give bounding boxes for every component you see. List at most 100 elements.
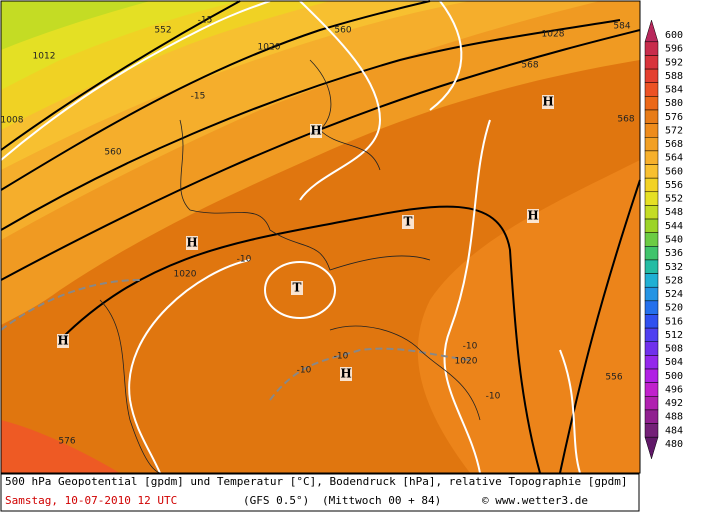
region-580 xyxy=(1,420,120,473)
contour-label: 1020 xyxy=(174,270,197,280)
legend-label: 580 xyxy=(665,98,683,109)
legend-label: 480 xyxy=(665,439,683,450)
contour-label: 560 xyxy=(334,26,351,36)
contour-label: 1008 xyxy=(1,116,24,126)
region-548 xyxy=(1,1,150,50)
legend-swatch xyxy=(644,341,659,356)
legend-label: 504 xyxy=(665,357,683,368)
legend-swatch xyxy=(644,396,659,411)
legend-swatch xyxy=(644,232,659,247)
map-labels: -15 552 1012 1020 560 1028 584 -15 568 H H 1008 560 5… xyxy=(1,16,635,447)
contour-label: 576 xyxy=(58,437,75,447)
legend-label: 592 xyxy=(665,57,683,68)
legend-label: 600 xyxy=(665,30,683,41)
label-box xyxy=(402,215,414,229)
legend-label: 496 xyxy=(665,384,683,395)
pressure-center: H xyxy=(57,334,68,348)
legend-label: 492 xyxy=(665,398,683,409)
legend-label: 588 xyxy=(665,71,683,82)
contour-label: 560 xyxy=(104,148,121,158)
label-box xyxy=(340,367,352,381)
legend-label: 484 xyxy=(665,425,683,436)
legend-label: 560 xyxy=(665,166,683,177)
legend-label: 528 xyxy=(665,275,683,286)
legend-swatch xyxy=(644,68,659,83)
legend-label: 568 xyxy=(665,139,683,150)
pressure-center: T xyxy=(404,215,413,229)
label-box xyxy=(542,95,554,109)
legend-label: 536 xyxy=(665,248,683,259)
pressure-center: H xyxy=(542,95,553,109)
legend-swatch xyxy=(644,191,659,206)
map xyxy=(0,0,641,474)
contour-label: -10 xyxy=(237,255,252,265)
pressure-center: H xyxy=(186,236,197,250)
temperature-lines xyxy=(0,279,471,401)
footer-title: 500 hPa Geopotential [gpdm] und Temperat… xyxy=(5,475,628,488)
footer-date: Samstag, 10-07-2010 12 UTC xyxy=(5,494,177,507)
legend-swatch xyxy=(644,286,659,302)
contour-label: 552 xyxy=(154,26,171,36)
legend-label: 516 xyxy=(665,316,683,327)
legend-swatch xyxy=(644,423,659,438)
pressure-center: H xyxy=(527,209,538,223)
contour-label: 556 xyxy=(605,373,622,383)
legend-label: 520 xyxy=(665,303,683,314)
pressure-center: H xyxy=(340,367,351,381)
pressure-center: T xyxy=(293,281,302,295)
legend-swatch xyxy=(644,123,659,138)
legend-label: 584 xyxy=(665,85,683,96)
label-box xyxy=(527,209,539,223)
label-box xyxy=(57,334,69,348)
legend-label: 544 xyxy=(665,221,683,232)
legend-swatch xyxy=(644,109,659,124)
footer-run: (Mittwoch 00 + 84) xyxy=(322,494,441,507)
legend-label: 552 xyxy=(665,194,683,205)
contour-label: 1020 xyxy=(455,357,478,367)
region-572 xyxy=(1,1,640,473)
contour-label: -15 xyxy=(191,92,206,102)
legend-label: 500 xyxy=(665,371,683,382)
legend-swatch xyxy=(644,273,659,288)
legend-label: 556 xyxy=(665,180,683,191)
legend-swatch xyxy=(644,177,659,193)
contour-label: 584 xyxy=(613,22,630,32)
legend-swatch xyxy=(644,259,659,274)
legend-label: 524 xyxy=(665,289,683,300)
legend-swatch xyxy=(644,409,659,424)
isotherms xyxy=(0,0,581,474)
contour-label: -10 xyxy=(297,366,312,376)
legend-label: 576 xyxy=(665,112,683,123)
pressure-center: H xyxy=(310,124,321,138)
legend-swatch xyxy=(644,137,659,152)
legend-swatch xyxy=(644,300,659,315)
contour-label: 1012 xyxy=(33,52,56,62)
contour-label: -10 xyxy=(334,352,349,362)
label-box xyxy=(291,281,303,295)
legend-swatch xyxy=(644,355,659,370)
legend-label: 572 xyxy=(665,125,683,136)
legend-swatch xyxy=(644,150,659,165)
contour-label: -10 xyxy=(463,342,478,352)
legend-swatch xyxy=(644,96,659,111)
legend-swatch xyxy=(644,327,659,343)
map-frame xyxy=(0,0,641,474)
legend-label: 512 xyxy=(665,330,683,341)
legend-label: 548 xyxy=(665,207,683,218)
legend-swatch xyxy=(644,164,659,179)
legend-label: 488 xyxy=(665,412,683,423)
legend-swatch xyxy=(644,246,659,261)
legend-label: 540 xyxy=(665,235,683,246)
legend-swatch xyxy=(644,382,659,397)
contour-label: 568 xyxy=(521,61,538,71)
legend-swatch xyxy=(644,19,659,43)
contour-label: 1028 xyxy=(542,30,565,40)
footer-model: (GFS 0.5°) xyxy=(243,494,309,507)
label-box xyxy=(186,236,198,250)
legend-swatch xyxy=(644,205,659,220)
isobars xyxy=(0,0,641,474)
footer-credit: © www.wetter3.de xyxy=(482,494,588,507)
label-box xyxy=(310,124,322,138)
legend-swatch xyxy=(644,314,659,329)
